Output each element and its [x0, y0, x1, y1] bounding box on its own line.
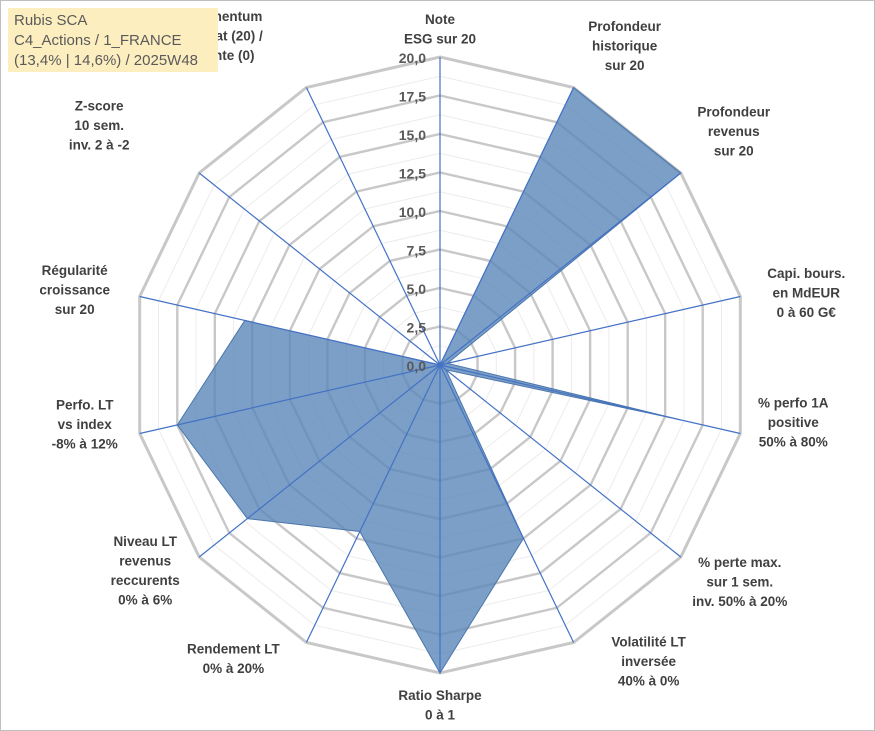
- axis-spoke: [198, 172, 441, 366]
- tick-label: 0,0: [407, 358, 427, 374]
- tick-label: 10,0: [399, 204, 426, 220]
- axis-label: Rendement LT 0% à 20%: [187, 642, 281, 677]
- chart-title-name: Rubis SCA: [14, 12, 88, 29]
- tick-label: 5,0: [407, 281, 427, 297]
- radar-spokes: [139, 57, 741, 673]
- radar-axis-labels: Note ESG sur 20 Profondeur historique sur 20…: [39, 9, 845, 723]
- axis-label: Z-score 10 sem. inv. 2 à -2: [69, 99, 130, 153]
- axis-spoke: [439, 364, 741, 435]
- axis-spoke: [305, 87, 441, 366]
- chart-title-period: (13,4% | 14,6%) / 2025W48: [14, 52, 198, 69]
- tick-label: 12,5: [399, 166, 426, 182]
- axis-label: Note ESG sur 20: [404, 12, 476, 47]
- axis-spoke: [139, 364, 441, 435]
- axis-spoke: [439, 87, 575, 366]
- axis-label: Niveau LT revenus reccurents 0% à 6%: [111, 534, 180, 608]
- tick-label: 20,0: [399, 50, 426, 66]
- tick-label: 2,5: [407, 320, 427, 336]
- axis-spoke: [439, 295, 741, 366]
- axis-label: Régularité croissance sur 20: [39, 263, 110, 317]
- axis-label: Profondeur historique sur 20: [588, 19, 661, 73]
- axis-spoke: [439, 364, 575, 643]
- axis-label: Ratio Sharpe 0 à 1: [398, 688, 482, 723]
- radar-tick-labels: 0,0 2,5 5,0 7,5 10,0 12,5 15,0 17,5 20,0: [399, 50, 426, 374]
- chart-title-category: C4_Actions / 1_FRANCE: [14, 32, 182, 49]
- axis-label: Profondeur revenus sur 20: [697, 105, 770, 159]
- axis-spoke: [439, 364, 682, 558]
- axis-label: % perte max. sur 1 sem. inv. 50% à 20%: [692, 555, 787, 609]
- tick-label: 15,0: [399, 127, 426, 143]
- axis-label: Perfo. LT vs index -8% à 12%: [52, 397, 118, 451]
- axis-label: % perfo 1A positive 50% à 80%: [758, 395, 829, 449]
- axis-spoke: [305, 364, 441, 643]
- tick-label: 17,5: [399, 89, 426, 105]
- axis-spoke: [139, 295, 441, 366]
- axis-spoke: [439, 172, 682, 366]
- tick-label: 7,5: [407, 243, 427, 259]
- axis-label: Volatilité LT inversée 40% à 0%: [611, 635, 686, 689]
- chart-title-box: Rubis SCA C4_Actions / 1_FRANCE (13,4% |…: [8, 8, 218, 72]
- axis-label: Capi. bours. en MdEUR 0 à 60 G€: [767, 266, 845, 320]
- axis-spoke: [198, 364, 441, 558]
